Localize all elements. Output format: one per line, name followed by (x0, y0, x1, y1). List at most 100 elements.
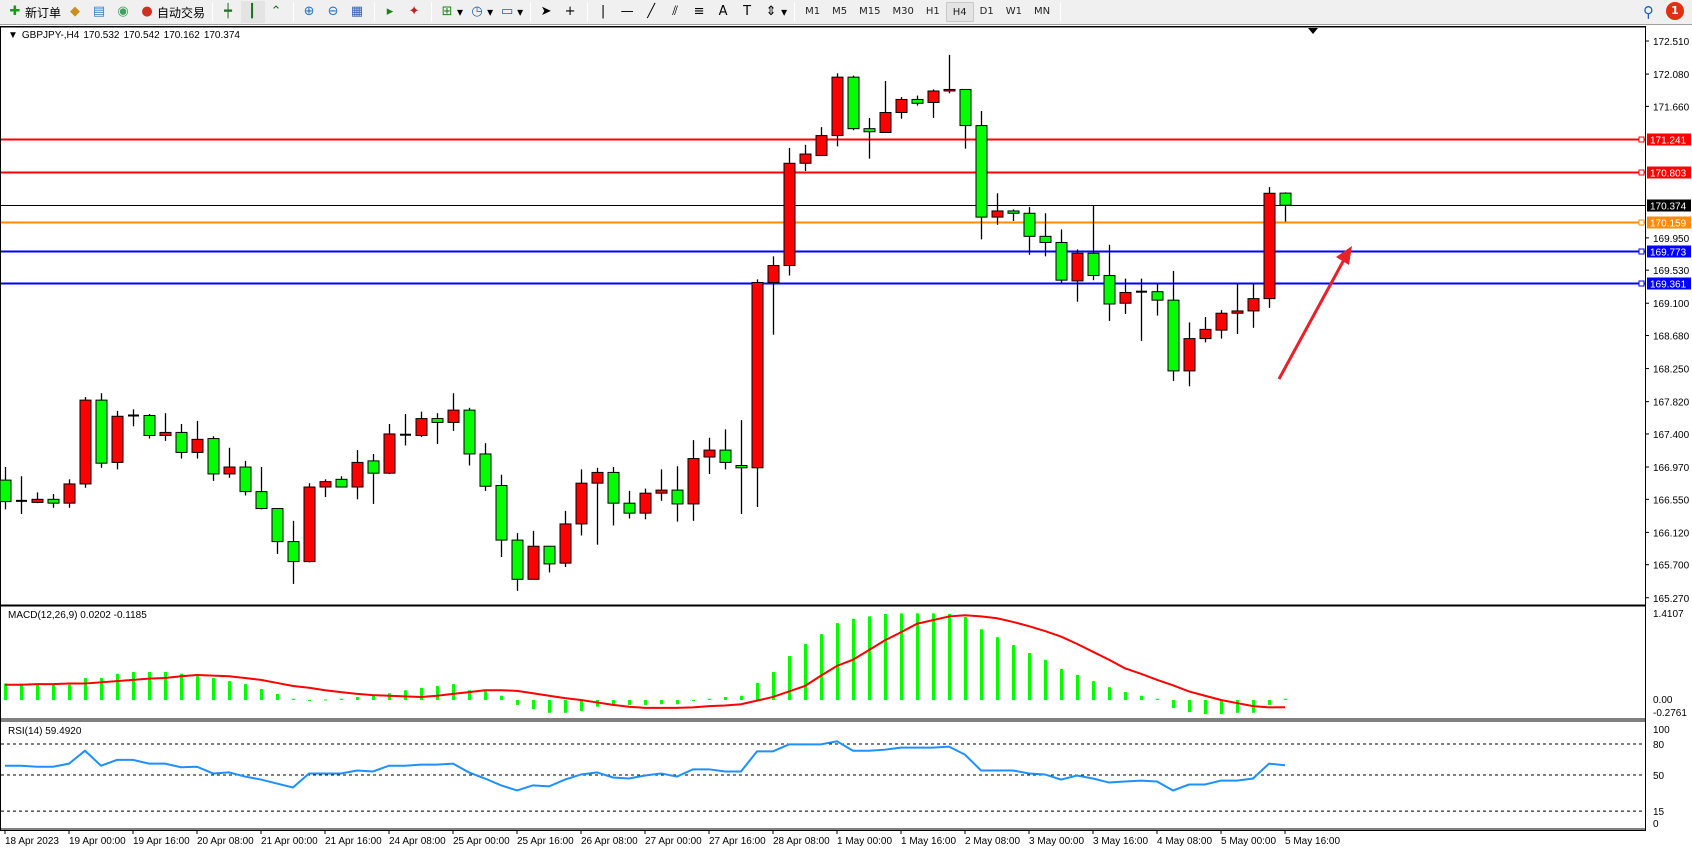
trendline-button[interactable]: ╱ (640, 1, 664, 23)
indicators-button[interactable]: ⊞ ▾ (436, 1, 466, 23)
equidistant-channel-icon: ⫽ (672, 4, 679, 19)
horizontal-line-icon: — (620, 4, 634, 19)
text-button[interactable]: A (712, 1, 736, 23)
vertical-line-button[interactable]: | (592, 1, 616, 23)
candle-body (591, 471, 604, 484)
macd-histogram-bar (516, 700, 519, 705)
fibonacci-button[interactable]: ≡ (688, 1, 712, 23)
new-order-button[interactable]: ✚ 新订单 (4, 1, 64, 23)
timeframe-h1[interactable]: H1 (925, 6, 940, 17)
candle-body (559, 523, 572, 564)
cursor-button[interactable]: ➤ (535, 1, 559, 23)
chart-shift-marker-icon (1308, 28, 1318, 34)
macd-histogram-bar (356, 696, 359, 700)
candle (463, 407, 476, 466)
price-tick-label: 165.700 (1653, 561, 1690, 572)
candle-body (943, 88, 956, 92)
horizontal-line-button[interactable]: — (616, 1, 640, 23)
chart-shift-button[interactable]: ▸ (379, 1, 403, 23)
zoom-out-button[interactable]: ⊖ (322, 1, 346, 23)
tile-windows-button[interactable]: ▦ (346, 1, 370, 23)
candle-body (543, 545, 556, 565)
candle (831, 73, 844, 147)
timeframe-mn[interactable]: MN (1033, 6, 1051, 17)
macd-histogram-bar (1220, 700, 1223, 715)
candle (223, 447, 236, 478)
level-handle (1638, 136, 1645, 143)
navigator-button[interactable]: ▤ (88, 1, 112, 23)
candle (527, 530, 540, 580)
periods-icon: ◷ (471, 4, 483, 19)
autoscroll-button[interactable]: ✦ (403, 1, 427, 23)
macd-histogram-bar (868, 616, 871, 700)
crosshair-button[interactable]: + (559, 1, 583, 23)
macd-histogram-bar (900, 613, 903, 700)
candle (767, 256, 780, 335)
timeframe-m5[interactable]: M5 (832, 6, 848, 17)
bar-chart-button[interactable]: ┿ (217, 1, 241, 23)
time-label: 21 Apr 00:00 (261, 836, 318, 847)
chart-area[interactable]: 172.510 172.080 171.660 169.950 169.530 169.1… (0, 26, 1692, 852)
price-tick-label: 167.400 (1653, 430, 1690, 441)
navigator-icon: ▤ (92, 4, 106, 19)
candle (367, 453, 380, 504)
candle (799, 144, 812, 171)
search-icon[interactable]: ⚲ (1643, 3, 1654, 21)
price-tick-label: 168.250 (1653, 365, 1690, 376)
market-watch-button[interactable]: ◆ (64, 1, 88, 23)
timeframe-m30[interactable]: M30 (892, 6, 914, 17)
candle-body (1279, 192, 1292, 206)
line-chart-button[interactable]: ⌃ (265, 1, 289, 23)
timeframe-m1[interactable]: M1 (805, 6, 821, 17)
market-watch-icon: ◆ (70, 4, 81, 19)
time-label: 25 Apr 16:00 (517, 836, 574, 847)
equidistant-channel-button[interactable]: ⫽ (664, 1, 688, 23)
macd-histogram-bar (180, 673, 183, 700)
time-label: 3 May 00:00 (1029, 836, 1084, 847)
open-value: 170.532 (83, 30, 120, 41)
timeframe-d1[interactable]: D1 (979, 6, 994, 17)
low-value: 170.162 (163, 30, 200, 41)
timeframe-w1[interactable]: W1 (1005, 6, 1022, 17)
separator (293, 2, 295, 22)
macd-histogram-bar (500, 695, 503, 700)
text-label-button[interactable]: T (736, 1, 760, 23)
macd-histogram-bar (932, 613, 935, 700)
macd-histogram-bar (948, 613, 951, 700)
notification-icon[interactable]: 1 (1666, 2, 1684, 20)
candle-body (575, 482, 588, 525)
timeframe-bar: M1 M5 M15 M30 H1 H4 D1 W1 MN (799, 2, 1056, 22)
candle-body (831, 76, 844, 137)
macd-histogram-bar (340, 698, 343, 700)
signals-button[interactable]: ◉ (112, 1, 136, 23)
candle-body (111, 415, 124, 463)
candle-body (335, 478, 348, 488)
notification-count: 1 (1671, 4, 1679, 17)
candle-body (1023, 212, 1036, 237)
timeframe-m15[interactable]: M15 (859, 6, 881, 17)
level-price-tag (1647, 133, 1691, 146)
candle-body (1119, 291, 1132, 304)
candle-body (1039, 235, 1052, 243)
auto-trading-button[interactable]: ● 自动交易 (136, 1, 208, 23)
time-label: 5 May 00:00 (1221, 836, 1276, 847)
zoom-in-button[interactable]: ⊕ (298, 1, 322, 23)
timeframe-h4[interactable]: H4 (945, 2, 974, 22)
periods-button[interactable]: ◷ ▾ (466, 1, 496, 23)
macd-histogram-bar (580, 700, 583, 711)
chart-menu-icon[interactable]: ▼ (8, 30, 18, 41)
candle (751, 279, 764, 508)
candlestick-button[interactable]: ┃ (241, 1, 266, 23)
candle-body (383, 433, 396, 474)
arrows-button[interactable]: ⇕ ▾ (760, 1, 790, 23)
templates-button[interactable]: ▭ ▾ (500, 4, 524, 19)
price-tick-label: 166.970 (1653, 463, 1690, 474)
candle (559, 510, 572, 567)
macd-histogram-bar (404, 690, 407, 700)
candle (95, 393, 108, 468)
candle (159, 413, 172, 441)
candle-body (463, 409, 476, 455)
macd-histogram-bar (964, 617, 967, 700)
level-price-tag (1647, 245, 1691, 258)
macd-histogram-bar (20, 683, 23, 700)
